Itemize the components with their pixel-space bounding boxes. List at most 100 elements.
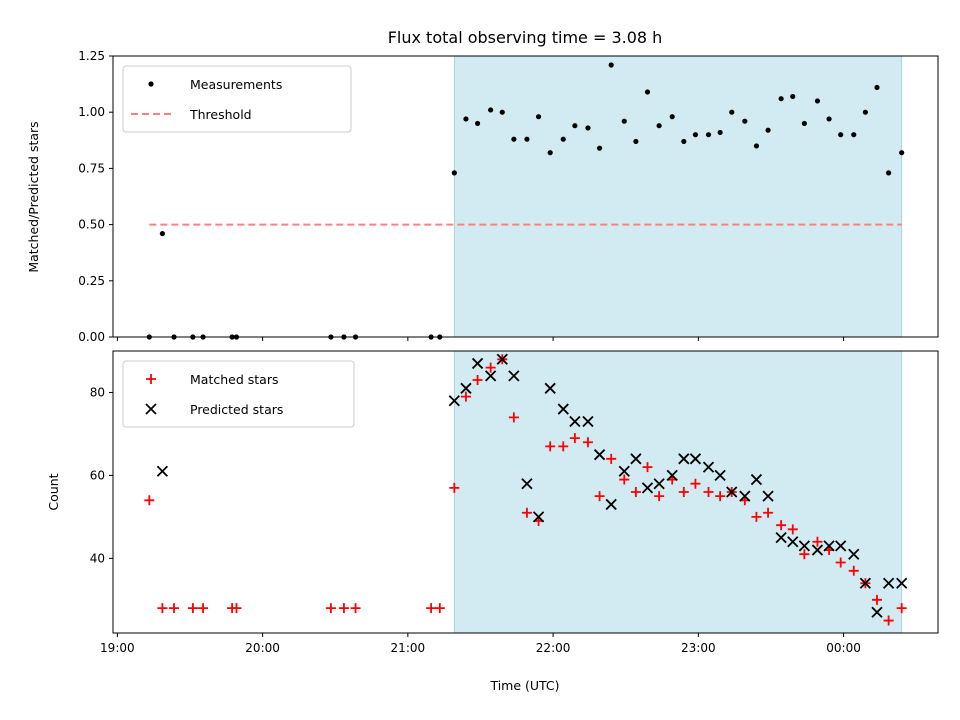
bottom-series-0-point (558, 441, 569, 452)
top-series-0-point (838, 132, 844, 138)
bottom-series-1-point (871, 606, 883, 618)
top-series-0-point (560, 136, 566, 142)
bottom-series-0-point (582, 437, 593, 448)
bottom-series-1-point (653, 478, 665, 490)
bottom-legend-box (122, 360, 355, 428)
bottom-series-0-point (594, 491, 605, 502)
top-series-0-point (705, 132, 712, 138)
bottom-series-0-point (678, 487, 689, 497)
bottom-axes-frame (112, 350, 939, 634)
bottom-series-1-point (618, 465, 630, 477)
top-axes-frame (112, 55, 939, 338)
top-series-0-point (633, 138, 639, 145)
bottom-series-1-point (798, 540, 811, 552)
bottom-series-0-point (799, 549, 810, 560)
bottom-legend-label: Predicted stars (190, 402, 283, 417)
x-axis-label: Time (UTC) (489, 678, 559, 693)
x-tick-label: 21:00 (391, 641, 426, 655)
top-y-axis-label: Matched/Predicted stars (26, 121, 41, 272)
bottom-series-1-point (848, 548, 860, 560)
bottom-series-1-point (762, 490, 774, 502)
top-series-0-point (535, 114, 542, 120)
bottom-series-0-point (426, 603, 437, 614)
top-series-0-point (451, 170, 457, 176)
bottom-series-0-point (338, 603, 349, 614)
bottom-series-1-point (811, 544, 824, 556)
bottom-series-0-point (350, 603, 361, 614)
top-series-0-point (474, 120, 481, 127)
bottom-series-1-point (714, 469, 726, 482)
top-legend-label: Measurements (190, 77, 282, 92)
bottom-series-1-point (605, 498, 617, 511)
top-series-0-point (790, 93, 796, 100)
bottom-series-1-point (521, 478, 533, 490)
bottom-series-1-point (460, 382, 472, 394)
top-shaded-region (453, 55, 903, 338)
top-series-0-point (851, 132, 857, 138)
bottom-series-0-point (569, 433, 580, 444)
top-series-0-point (826, 116, 832, 122)
top-series-0-point (511, 136, 517, 142)
bottom-series-0-point (715, 491, 726, 502)
top-series-0-point (862, 109, 868, 115)
bottom-series-1-point (641, 482, 654, 494)
bottom-legend-swatch (146, 374, 156, 384)
bottom-series-0-point (835, 557, 846, 568)
bottom-series-0-point (144, 495, 155, 506)
top-series-0-point (753, 143, 760, 149)
bottom-series-0-point (883, 615, 894, 626)
bottom-series-0-point (157, 603, 168, 614)
bottom-series-0-point (325, 603, 336, 614)
top-y-tick-label: 1.25 (78, 49, 105, 63)
bottom-series-0-point (606, 453, 617, 464)
bottom-series-0-point (231, 603, 242, 614)
bottom-legend-label: Matched stars (190, 372, 278, 387)
top-series-0-point (778, 96, 784, 102)
bottom-series-0-point (508, 412, 519, 423)
top-series-0-point (488, 107, 494, 113)
bottom-series-0-point (848, 565, 859, 576)
bottom-series-0-point (812, 536, 823, 547)
x-tick-label: 00:00 (826, 641, 861, 655)
x-tick-label: 20:00 (245, 641, 280, 655)
bottom-series-0-point (642, 462, 653, 473)
x-tick-label: 22:00 (536, 641, 571, 655)
bottom-series-1-point (582, 415, 594, 428)
top-series-0-point (572, 123, 578, 129)
top-series-0-point (692, 132, 699, 138)
bottom-series-0-point (521, 507, 532, 518)
top-series-0-point (644, 89, 651, 95)
top-series-0-point (656, 123, 662, 129)
bottom-panel: 40 60 80 19:00 20:00 21:00 22:00 23:00 00:00 Matc… (90, 350, 939, 655)
bottom-series-1-point (726, 486, 738, 498)
bottom-series-0-point (763, 507, 774, 518)
top-y-tick-label: 0.50 (78, 218, 105, 232)
bottom-series-1-point (508, 370, 520, 382)
top-series-0-point (886, 170, 892, 176)
top-series-0-point (874, 84, 880, 91)
top-series-0-point (681, 138, 687, 145)
bottom-series-0-point (690, 478, 701, 489)
bottom-series-1-point (557, 403, 569, 415)
chart-title: Flux total observing time = 3.08 h (388, 28, 663, 47)
bottom-series-1-point (882, 577, 895, 589)
top-series-0-point (717, 129, 723, 136)
bottom-y-axis-label: Count (46, 473, 61, 510)
bottom-series-1-point (750, 473, 763, 486)
top-y-tick-label: 0.25 (78, 274, 105, 288)
top-series-0-point (547, 150, 553, 156)
bottom-series-0-point (545, 441, 556, 452)
bottom-series-0-point (169, 603, 180, 614)
top-series-0-point (499, 109, 505, 115)
top-series-0-point (585, 125, 591, 131)
bottom-series-1-point (896, 577, 908, 589)
x-tick-label: 19:00 (100, 641, 135, 655)
bottom-series-0-point (654, 491, 665, 502)
bottom-series-0-point (776, 520, 787, 531)
top-y-tick-label: 0.75 (78, 161, 105, 175)
bottom-series-1-point (593, 449, 606, 461)
bottom-series-1-point (678, 453, 690, 465)
bottom-series-0-point (630, 487, 641, 497)
bottom-series-1-point (485, 370, 497, 382)
